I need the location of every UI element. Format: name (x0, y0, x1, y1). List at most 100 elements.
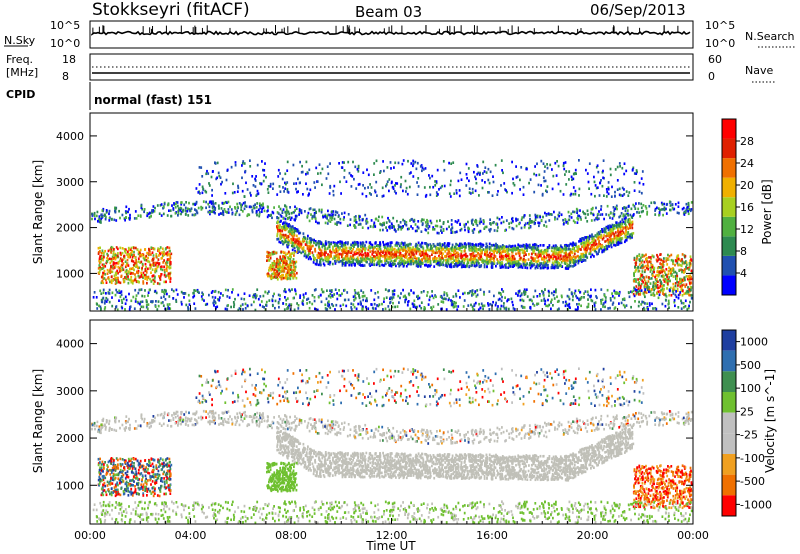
power-cell (479, 217, 482, 221)
power-cell (668, 293, 671, 297)
power-cell (685, 208, 688, 211)
power-cell (505, 245, 508, 248)
power-cell (426, 257, 429, 261)
power-cell (650, 263, 653, 267)
power-cell (540, 219, 543, 222)
power-cell (687, 201, 690, 205)
power-cell (393, 190, 396, 193)
power-cell (333, 255, 336, 258)
power-cell (246, 214, 249, 218)
power-cell (337, 258, 340, 261)
power-cell (397, 228, 400, 231)
power-cell (354, 165, 357, 169)
power-cell (365, 222, 368, 225)
power-cell (537, 245, 540, 248)
power-cell (439, 246, 442, 250)
power-cell (151, 275, 154, 278)
power-cell (277, 216, 280, 220)
power-cell (337, 241, 340, 244)
power-cell (601, 238, 604, 241)
power-cell (99, 219, 102, 222)
power-cell (598, 239, 601, 243)
power-cell (414, 160, 417, 164)
power-cell (339, 240, 341, 243)
power-cell (612, 227, 615, 230)
power-cell (133, 250, 135, 254)
power-cell (432, 226, 435, 229)
power-cell (445, 258, 447, 262)
power-cell (236, 205, 239, 209)
power-cell (564, 161, 567, 164)
power-cell (458, 260, 461, 263)
power-cell (412, 259, 415, 263)
power-cell (609, 230, 612, 234)
power-cell (483, 263, 486, 266)
power-cell (297, 242, 300, 245)
power-cell (424, 260, 427, 263)
power-cell (367, 173, 370, 177)
power-cell (485, 259, 488, 262)
power-cell (288, 230, 291, 233)
power-cell (148, 260, 151, 264)
power-cell (640, 191, 643, 195)
power-cell (130, 275, 133, 279)
power-cell (510, 257, 513, 260)
power-cell (629, 233, 632, 236)
power-cell (534, 165, 536, 168)
power-cell (149, 263, 152, 267)
power-cell (571, 259, 574, 263)
power-cell (378, 264, 381, 268)
power-cell (175, 201, 178, 204)
power-cell (111, 217, 113, 221)
power-cell (483, 265, 486, 269)
power-cell (603, 248, 605, 252)
power-cell (573, 210, 576, 214)
power-cell (452, 251, 455, 254)
power-cell (137, 260, 140, 263)
power-cell (473, 264, 476, 268)
power-cell (602, 169, 604, 173)
power-cell (412, 248, 415, 252)
power-cell (254, 203, 256, 206)
power-cell (221, 201, 224, 205)
power-cell (471, 254, 473, 258)
power-cell (538, 262, 541, 265)
power-cell (339, 242, 342, 245)
power-cell (429, 264, 431, 268)
power-cell (529, 225, 532, 229)
power-cell (402, 260, 404, 263)
power-cell (690, 281, 692, 285)
power-cell (291, 228, 294, 232)
noise-trace (91, 25, 691, 36)
power-cell (398, 264, 401, 268)
power-cell (564, 245, 567, 248)
power-cell (401, 162, 404, 166)
power-cell (591, 253, 594, 257)
power-cell (529, 246, 531, 249)
power-cell (122, 262, 125, 265)
power-cell (359, 241, 362, 245)
power-cell (485, 254, 488, 257)
power-cell (319, 262, 322, 265)
power-cell (326, 165, 329, 168)
power-cell (284, 225, 287, 229)
power-cell (267, 191, 270, 194)
power-cell (553, 248, 556, 252)
power-cell (609, 216, 611, 220)
power-cell (261, 207, 263, 211)
power-cell (302, 246, 305, 249)
power-cell (320, 251, 322, 254)
power-cell (366, 168, 368, 172)
power-cell (586, 172, 589, 175)
power-cell (478, 230, 480, 234)
power-cell (625, 216, 627, 219)
power-cell (635, 169, 638, 172)
power-cell (236, 209, 238, 213)
power-cell (646, 261, 649, 264)
power-cell (110, 245, 113, 249)
power-cell (611, 217, 614, 220)
power-cell (479, 247, 482, 251)
power-cell (517, 260, 520, 263)
power-cell (256, 193, 259, 196)
power-cell (393, 225, 395, 229)
